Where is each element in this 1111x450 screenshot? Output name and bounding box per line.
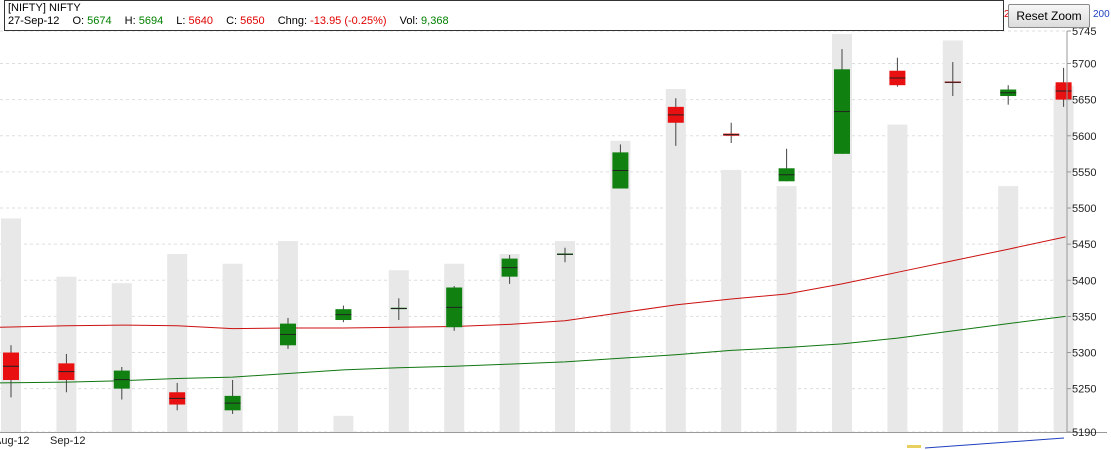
volume-bar — [388, 270, 409, 432]
candle[interactable] — [723, 122, 740, 143]
candle[interactable] — [224, 379, 241, 414]
candle[interactable] — [390, 298, 407, 321]
candle[interactable] — [889, 57, 906, 87]
candle[interactable] — [612, 144, 629, 189]
navigator-line — [924, 437, 1065, 449]
low-label: L: — [176, 15, 186, 27]
candle[interactable] — [834, 49, 850, 154]
candlesticks[interactable] — [3, 49, 1072, 414]
candle[interactable] — [169, 382, 186, 411]
volume-bar — [333, 415, 354, 432]
volume-value: 9,368 — [421, 15, 449, 27]
price-tick-label: 5400 — [1072, 275, 1096, 287]
candle[interactable] — [3, 345, 19, 398]
date-tick-label: Sep-12 — [50, 435, 85, 447]
candle[interactable] — [501, 254, 518, 284]
price-tick-label: 5450 — [1072, 239, 1096, 251]
clipped-red-text: 2 — [1004, 9, 1010, 20]
price-tick-label: 5500 — [1072, 203, 1096, 215]
volume-bar — [721, 169, 742, 432]
price-tick-label: 5745 — [1072, 26, 1096, 38]
open-label: O: — [72, 15, 85, 27]
volume-bar — [610, 140, 631, 432]
date-axis: Aug-12 Sep-12 — [0, 435, 85, 447]
clipped-blue-text: 200 — [1093, 9, 1110, 20]
green-moving-average-line — [0, 315, 1066, 384]
price-tick-label: 5190 — [1072, 427, 1096, 439]
candle[interactable] — [1000, 85, 1017, 105]
navigator-marker — [907, 445, 921, 448]
price-tick-label: 5350 — [1072, 311, 1096, 323]
ohlc-info-box: [NIFTY] NIFTY 27-Sep-12 O: 5674 H: 5694 … — [4, 0, 1004, 31]
price-tick-label: 5550 — [1072, 167, 1096, 179]
volume-bar — [499, 254, 520, 432]
price-tick-label: 5600 — [1072, 131, 1096, 143]
moving-average-lines — [0, 236, 1066, 384]
change-label: Chng: — [277, 15, 308, 27]
volume-bar — [1, 218, 21, 432]
candle[interactable] — [113, 366, 130, 400]
candle[interactable] — [667, 98, 684, 146]
volume-bar — [111, 283, 132, 432]
date-tick-label: Aug-12 — [0, 435, 29, 447]
close-value: 5650 — [240, 15, 265, 27]
volume-bar — [555, 241, 575, 432]
symbol-label: [NIFTY] NIFTY — [8, 2, 81, 14]
candle[interactable] — [58, 353, 75, 393]
volume-bar — [887, 124, 908, 432]
volume-bar — [167, 254, 188, 432]
price-tick-label: 5300 — [1072, 348, 1096, 360]
close-label: C: — [226, 15, 238, 27]
candle[interactable] — [1055, 67, 1072, 107]
volume-bar — [665, 89, 686, 433]
price-tick-label: 5650 — [1072, 95, 1096, 107]
volume-bar — [1053, 85, 1074, 433]
plot-frame — [0, 31, 1107, 449]
price-tick-label: 5700 — [1072, 59, 1096, 71]
volume-label: Vol: — [399, 15, 418, 27]
candle[interactable] — [778, 148, 795, 182]
volume-bar — [776, 186, 797, 432]
volume-bar — [998, 186, 1019, 432]
candle[interactable] — [446, 286, 463, 331]
open-value: 5674 — [87, 15, 112, 27]
high-label: H: — [124, 15, 136, 27]
candle[interactable] — [557, 247, 573, 263]
reset-zoom-button[interactable]: Reset Zoom — [1008, 4, 1090, 28]
candle[interactable] — [280, 317, 296, 349]
price-tick-label: 5250 — [1072, 384, 1096, 396]
price-axis: 5190 5250 5300 5350 5400 5450 5500 5550 5600 5650… — [1067, 26, 1096, 439]
low-value: 5640 — [188, 15, 214, 27]
red-moving-average-line — [0, 236, 1066, 330]
volume-bar — [942, 40, 963, 432]
volume-bar — [222, 263, 243, 432]
high-value: 5694 — [138, 15, 164, 27]
candle[interactable] — [335, 305, 352, 323]
candle[interactable] — [944, 62, 961, 97]
date-value: 27-Sep-12 — [8, 15, 60, 27]
change-value: -13.95 (-0.25%) — [310, 15, 387, 27]
volume-bars — [1, 34, 1074, 433]
